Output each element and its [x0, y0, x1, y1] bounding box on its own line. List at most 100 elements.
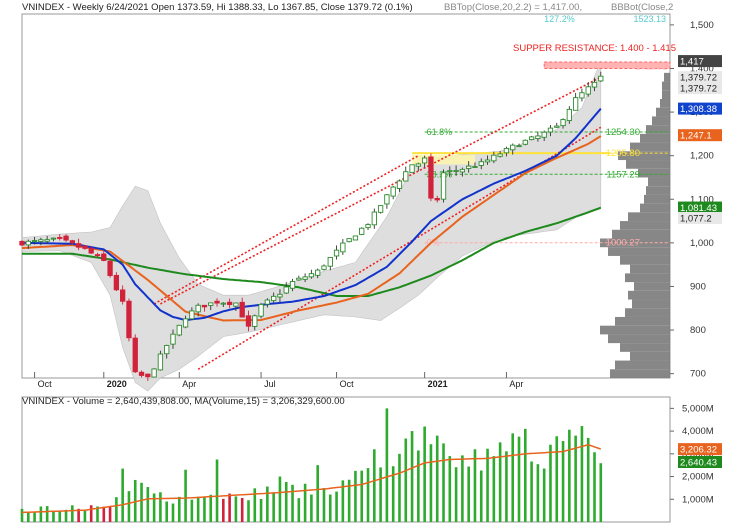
- candle-body: [120, 289, 126, 302]
- candle-body: [214, 300, 220, 304]
- candle-body: [31, 240, 38, 243]
- y-tick-label: 700: [690, 369, 706, 380]
- candle-body: [491, 154, 497, 162]
- volume-bar: [467, 466, 470, 522]
- volume-profile-bar: [640, 133, 670, 143]
- volume-bar: [561, 441, 565, 522]
- volume-y-tick-label: 4,000M: [682, 426, 714, 437]
- fib-level-label: 1000.27: [606, 238, 640, 249]
- volume-bar: [417, 450, 420, 522]
- candle-body: [277, 293, 283, 298]
- volume-profile-bar: [656, 107, 670, 117]
- candle-body: [138, 371, 145, 376]
- volume-bar: [215, 459, 219, 522]
- volume-bar: [354, 470, 357, 522]
- candle-body: [403, 171, 409, 182]
- candle-body: [440, 172, 447, 200]
- volume-bar: [140, 482, 143, 522]
- candle-body: [226, 301, 233, 305]
- volume-y-tick-label: 2,000M: [682, 472, 714, 483]
- volume-profile-bar: [662, 90, 670, 100]
- volume-bar: [297, 498, 301, 522]
- y-tick-label: 1,400: [690, 63, 714, 74]
- fib-level-prefix: 61.8%: [427, 127, 453, 137]
- volume-bar: [133, 479, 137, 522]
- price-tag-label: 1,379.72: [680, 84, 717, 95]
- volume-bar: [385, 408, 389, 522]
- candle-body: [459, 168, 466, 173]
- candle-body: [359, 227, 365, 235]
- candle-body: [541, 131, 547, 138]
- volume-bar: [253, 488, 257, 522]
- volume-bar: [461, 455, 464, 522]
- candle-body: [107, 260, 113, 276]
- candle-body: [145, 373, 151, 378]
- volume-bar: [33, 511, 36, 522]
- volume-price-tag-label: 3,206.32: [680, 445, 717, 456]
- volume-bar: [234, 496, 238, 522]
- fib-highlight-band: [412, 152, 610, 155]
- candle-body: [182, 318, 189, 328]
- resistance-label: SUPPER RESISTANCE: 1.400 - 1.415: [513, 43, 676, 54]
- price-tag: [678, 201, 722, 214]
- volume-profile-bar: [608, 247, 670, 256]
- volume-profile-bar: [660, 99, 670, 108]
- candle-body: [547, 127, 554, 133]
- volume-plot-frame: [21, 396, 671, 523]
- volume-bar: [177, 496, 181, 522]
- fib-yellow-zone: [412, 154, 475, 165]
- volume-bar: [284, 481, 288, 522]
- candle-body: [365, 224, 371, 229]
- volume-bar: [228, 493, 231, 522]
- candle-body: [264, 299, 271, 305]
- candle-body: [598, 75, 604, 82]
- volume-ma-line: [21, 443, 602, 514]
- candle-body: [69, 240, 75, 244]
- candle-body: [510, 144, 516, 151]
- volume-profile-bar: [630, 142, 670, 152]
- candle-body: [88, 247, 94, 254]
- volume-bar: [505, 451, 508, 522]
- candle-body: [195, 304, 201, 313]
- candle-body: [208, 302, 214, 306]
- volume-profile-bar: [610, 369, 670, 378]
- volume-bar: [83, 510, 87, 522]
- volume-bar: [20, 508, 24, 522]
- volume-profile-bar: [630, 264, 670, 274]
- volume-bar: [71, 505, 74, 522]
- volume-bar: [203, 497, 206, 522]
- volume-bar: [121, 468, 124, 522]
- candle-body: [151, 368, 157, 378]
- volume-bar: [165, 501, 168, 522]
- volume-bar: [341, 480, 345, 522]
- volume-bar: [599, 463, 603, 522]
- candle-body: [447, 170, 453, 173]
- y-tick-label: 1,100: [690, 194, 714, 205]
- volume-bar: [423, 426, 426, 522]
- volume-bar: [366, 468, 370, 522]
- candle-body: [327, 256, 333, 267]
- fib-extension-value: 1523.13: [633, 14, 666, 24]
- candle-body: [390, 186, 396, 197]
- volume-bar: [89, 505, 93, 522]
- volume-bar: [435, 435, 439, 522]
- volume-profile-bar: [646, 125, 670, 134]
- volume-bar: [498, 442, 502, 522]
- volume-bar: [108, 506, 112, 522]
- candle-body: [126, 300, 132, 339]
- volume-bar: [39, 506, 43, 522]
- y-tick-label: 800: [690, 325, 706, 336]
- price-tag-label: 1,081.43: [680, 203, 717, 214]
- volume-bar: [542, 468, 546, 522]
- candle-body: [421, 157, 428, 164]
- candle-body: [176, 324, 182, 336]
- candle-body: [44, 239, 50, 242]
- candle-body: [472, 166, 478, 168]
- volume-bar: [549, 444, 552, 522]
- volume-bar: [259, 498, 263, 522]
- candle-body: [75, 243, 82, 248]
- ma20-line: [22, 107, 602, 321]
- candle-body: [302, 276, 308, 280]
- x-tick-label: Oct: [340, 379, 355, 389]
- fib-level-label: 1254.30: [606, 127, 640, 138]
